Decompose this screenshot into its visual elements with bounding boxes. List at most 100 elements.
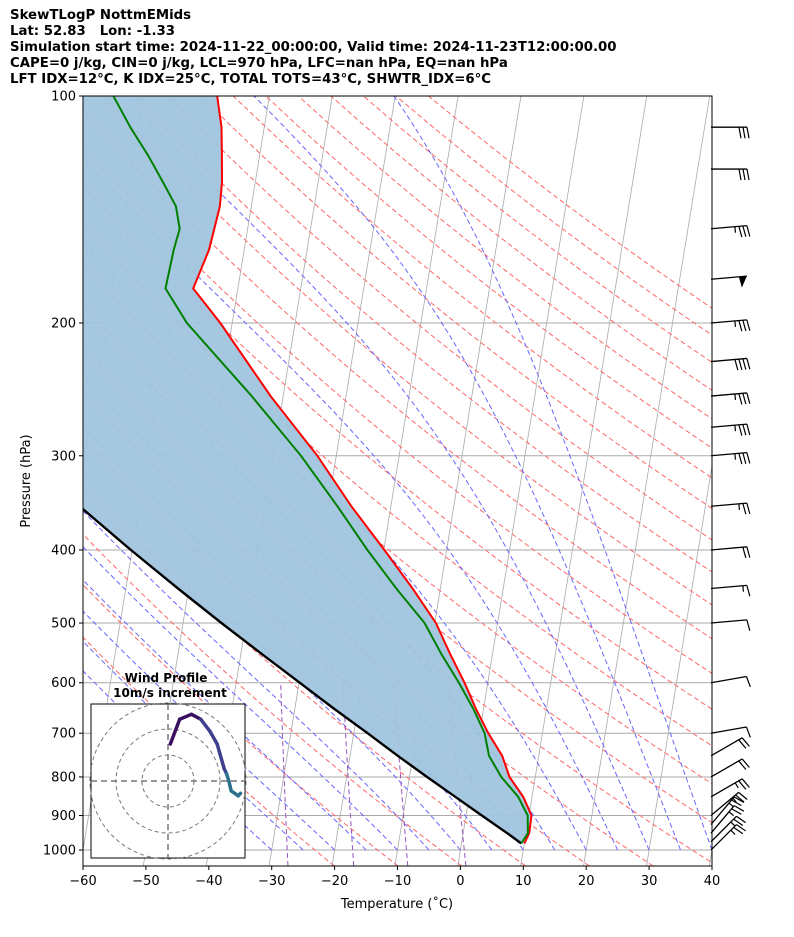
y-tick-label: 800 bbox=[51, 770, 76, 785]
temperature-line bbox=[192, 96, 533, 844]
barb-full bbox=[745, 676, 751, 688]
barb-full bbox=[746, 423, 751, 436]
hodograph-trace-segment bbox=[236, 791, 243, 798]
barb-full bbox=[738, 393, 743, 405]
barb-half bbox=[742, 585, 744, 592]
dry-adiabat bbox=[83, 223, 712, 747]
moist-adiabat bbox=[83, 157, 619, 851]
moist-adiabat bbox=[123, 96, 650, 851]
barb-full bbox=[742, 452, 747, 464]
y-axis-label: Pressure (hPa) bbox=[19, 434, 34, 527]
barb-full bbox=[746, 452, 751, 464]
y-tick-label: 300 bbox=[51, 449, 76, 464]
barb-full bbox=[746, 168, 750, 181]
chart-header: SkewTLogP NottmEMids Lat: 52.83 Lon: -1.3… bbox=[10, 8, 617, 88]
wind-barb bbox=[710, 357, 751, 371]
dry-adiabat bbox=[83, 109, 712, 640]
barb-full bbox=[736, 824, 746, 832]
barb-half bbox=[728, 802, 734, 808]
moist-adiabat bbox=[83, 510, 430, 851]
x-tick-label: 30 bbox=[641, 874, 658, 889]
wind-barb bbox=[710, 726, 751, 738]
barb-full bbox=[742, 424, 747, 436]
y-tick-label: 500 bbox=[51, 617, 76, 632]
wind-barb bbox=[710, 737, 750, 757]
barb-full bbox=[738, 226, 743, 238]
x-tick-label: 40 bbox=[704, 874, 721, 889]
x-tick-label: −40 bbox=[195, 874, 222, 889]
barb-staff bbox=[710, 546, 747, 551]
dry-adiabat bbox=[83, 484, 526, 866]
wind-barb bbox=[710, 423, 751, 436]
moist-adiabat bbox=[253, 96, 681, 851]
barb-half bbox=[728, 811, 734, 817]
dewpoint-line bbox=[112, 96, 529, 844]
barb-half bbox=[738, 503, 741, 510]
y-tick-label: 400 bbox=[51, 543, 76, 558]
x-tick-label: 0 bbox=[456, 874, 464, 889]
hodograph-trace-segment bbox=[189, 712, 203, 721]
wind-barb bbox=[711, 168, 750, 181]
barb-full bbox=[733, 796, 745, 803]
barb-full bbox=[735, 794, 745, 803]
barb-full bbox=[738, 424, 743, 436]
barb-full bbox=[738, 739, 747, 749]
wind-barb bbox=[710, 546, 751, 559]
barb-staff bbox=[710, 675, 747, 684]
barb-half bbox=[730, 821, 736, 827]
barb-full bbox=[741, 737, 750, 747]
barb-full bbox=[746, 546, 751, 558]
data-lines bbox=[83, 96, 533, 845]
wind-barb bbox=[710, 392, 751, 405]
wind-barb bbox=[710, 619, 751, 631]
barb-full bbox=[733, 826, 744, 835]
barb-full bbox=[736, 815, 746, 824]
hodograph-subtitle: 10m/s increment bbox=[113, 686, 227, 700]
hodograph-ring bbox=[89, 702, 247, 860]
wind-barb bbox=[710, 805, 745, 834]
x-tick-label: −10 bbox=[384, 874, 411, 889]
barb-staff bbox=[710, 737, 743, 757]
hodograph-trace-segment bbox=[177, 712, 194, 721]
header-title: SkewTLogP NottmEMids bbox=[10, 8, 192, 23]
barb-full bbox=[746, 619, 751, 631]
hodograph-trace-segment bbox=[168, 717, 182, 746]
barb-staff bbox=[710, 392, 747, 397]
barb-full bbox=[731, 799, 742, 807]
x-tick-label: 20 bbox=[578, 874, 595, 889]
barb-staff bbox=[710, 778, 743, 798]
header-indices-2: LFT IDX=12°C, K IDX=25°C, TOTAL TOTS=43°… bbox=[10, 72, 492, 87]
dry-adiabat bbox=[167, 96, 712, 541]
hodograph-title: Wind Profile bbox=[125, 671, 208, 685]
barb-half bbox=[731, 797, 737, 803]
wind-barb bbox=[710, 319, 751, 332]
wind-barb bbox=[710, 451, 751, 465]
dry-adiabat bbox=[102, 96, 712, 606]
barb-staff bbox=[710, 824, 737, 851]
barb-full bbox=[746, 392, 751, 404]
barb-full bbox=[738, 780, 747, 790]
barb-full bbox=[741, 758, 750, 768]
barb-full bbox=[742, 393, 747, 405]
barb-full bbox=[738, 320, 743, 332]
x-tick-label: −20 bbox=[321, 874, 348, 889]
barb-staff bbox=[710, 451, 747, 457]
barb-full bbox=[738, 127, 742, 139]
hodograph-trace-segment bbox=[199, 717, 212, 734]
isotherm-line bbox=[646, 463, 712, 866]
barb-full bbox=[738, 358, 743, 371]
barb-full bbox=[738, 760, 747, 770]
barb-full bbox=[733, 805, 745, 812]
barb-half bbox=[734, 320, 737, 327]
isotherm-line bbox=[0, 96, 81, 866]
axes: −60 −50 −40 −30 −20 −10 0 10 20 30 40 100 200 300 400 5… bbox=[43, 90, 720, 890]
barb-staff bbox=[710, 796, 735, 825]
isotherm-line bbox=[0, 96, 18, 866]
wind-barb bbox=[710, 815, 746, 843]
wind-barb bbox=[710, 824, 746, 851]
barb-full bbox=[738, 453, 743, 465]
y-tick-label: 900 bbox=[51, 809, 76, 824]
barb-staff bbox=[710, 758, 743, 778]
wind-barb bbox=[710, 275, 747, 288]
